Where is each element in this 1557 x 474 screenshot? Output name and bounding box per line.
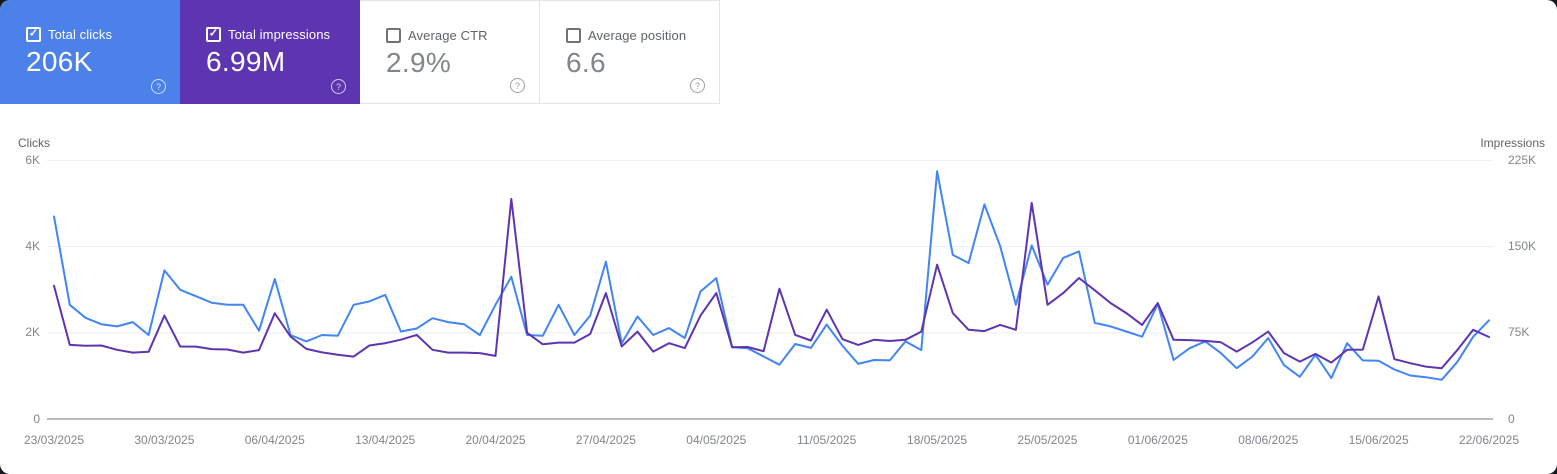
metric-card-average-position[interactable]: Average position 6.6 ? [540,0,720,104]
metric-card-total-clicks[interactable]: Total clicks 206K ? [0,0,180,104]
right-axis-tick: 0 [1508,411,1515,426]
left-axis-title: Clicks [18,136,50,150]
right-axis-tick: 75K [1508,325,1530,340]
x-axis-date-label: 06/04/2025 [244,433,305,447]
clicks-line [53,170,1490,381]
x-axis-date-label: 20/04/2025 [465,433,526,447]
help-icon[interactable]: ? [510,78,525,93]
metric-value: 206K [26,46,93,77]
help-icon[interactable]: ? [690,78,705,93]
metric-value: 6.99M [206,46,286,77]
right-axis-tick: 225K [1508,153,1537,167]
right-axis-tick: 150K [1508,239,1537,254]
left-axis-tick: 4K [25,239,40,254]
x-axis-date-label: 18/05/2025 [907,433,968,447]
x-axis-date-label: 23/03/2025 [23,433,85,447]
left-axis-tick: 0 [33,411,40,426]
x-axis-date-label: 01/06/2025 [1127,433,1188,447]
total-clicks-checkbox[interactable] [26,27,41,42]
help-icon[interactable]: ? [151,79,166,94]
left-axis-tick: 2K [25,325,40,340]
x-axis-date-label: 27/04/2025 [575,433,636,447]
impressions-line [53,197,1490,370]
x-axis-date-label: 04/05/2025 [686,433,747,447]
x-axis-date-label: 15/06/2025 [1348,433,1409,447]
x-axis-date-label: 25/05/2025 [1017,433,1078,447]
metric-cards-row: Total clicks 206K ? Total impressions 6.… [0,0,720,104]
metric-value: 2.9% [386,47,452,78]
metric-label: Total clicks [48,27,113,42]
x-axis-date-label: 30/03/2025 [134,433,195,447]
metric-label: Average position [588,28,687,43]
metric-card-total-impressions[interactable]: Total impressions 6.99M ? [180,0,360,104]
x-axis-date-label: 11/05/2025 [797,433,857,447]
metric-card-average-ctr[interactable]: Average CTR 2.9% ? [360,0,540,104]
metric-label: Average CTR [408,28,488,43]
metric-value: 6.6 [566,47,606,78]
x-axis-date-label: 13/04/2025 [355,433,416,447]
metric-label: Total impressions [228,27,331,42]
average-position-checkbox[interactable] [566,28,581,43]
left-axis-tick: 6K [25,153,40,167]
x-axis-date-label: 08/06/2025 [1238,433,1299,447]
total-impressions-checkbox[interactable] [206,27,221,42]
right-axis-title: Impressions [1480,136,1545,150]
x-axis-date-label: 22/06/2025 [1458,433,1520,447]
average-ctr-checkbox[interactable] [386,28,401,43]
help-icon[interactable]: ? [331,79,346,94]
